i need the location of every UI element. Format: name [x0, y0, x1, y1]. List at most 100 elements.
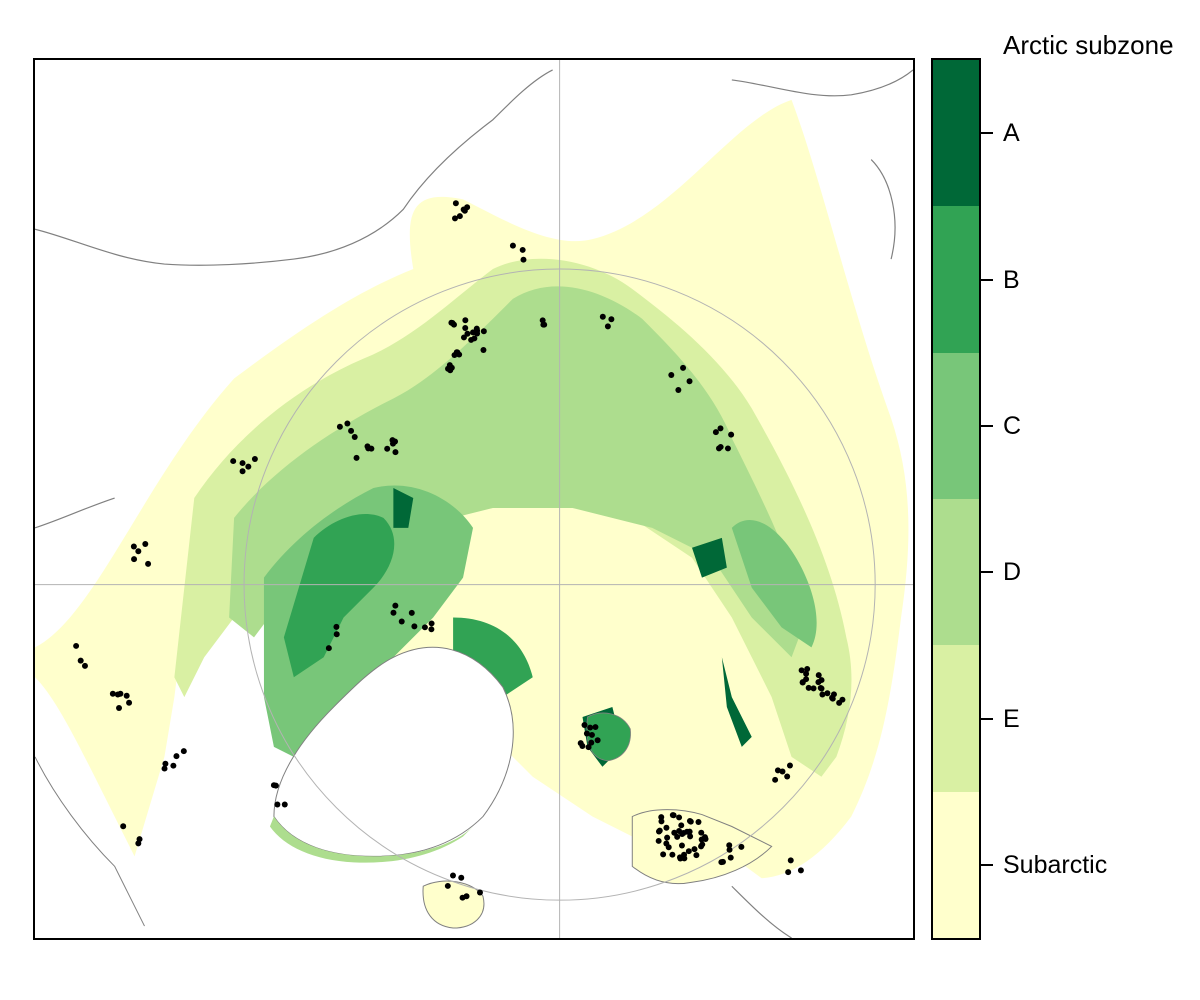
sample-point — [353, 454, 360, 461]
sample-point — [456, 213, 463, 220]
sample-point — [464, 204, 471, 211]
sample-point — [680, 364, 687, 371]
sample-points — [73, 200, 846, 901]
sample-point — [368, 445, 375, 452]
legend-swatch-a — [933, 60, 979, 208]
sample-point — [684, 828, 691, 835]
sample-point — [677, 855, 684, 862]
greenland-coast — [269, 816, 474, 863]
subzone-c-east — [731, 520, 817, 648]
sample-point — [73, 642, 80, 649]
legend-label-a: A — [1003, 119, 1020, 148]
sample-point — [687, 833, 694, 840]
sample-point — [520, 256, 527, 263]
continent-left — [35, 756, 145, 927]
sample-point — [333, 623, 340, 630]
sample-point — [676, 814, 683, 821]
subzone-d — [229, 286, 807, 658]
sample-point — [392, 449, 399, 456]
sample-point — [587, 724, 594, 731]
sample-point — [173, 753, 180, 760]
sample-point — [830, 691, 837, 698]
sample-point — [797, 867, 804, 874]
sample-point — [836, 699, 843, 706]
sample-point — [462, 324, 469, 331]
sample-point — [583, 730, 590, 737]
sample-point — [805, 684, 812, 691]
sample-point — [655, 828, 662, 835]
sample-point — [655, 837, 662, 844]
sample-point — [120, 823, 127, 830]
sample-point — [663, 824, 670, 831]
legend-tick — [981, 132, 993, 135]
svalbard — [586, 712, 631, 762]
sample-point — [452, 215, 458, 222]
sample-point — [81, 662, 88, 669]
coastline-outer — [35, 69, 913, 938]
sample-point — [779, 768, 786, 775]
sample-point — [719, 858, 726, 865]
sample-point — [449, 320, 456, 326]
sample-point — [476, 889, 483, 896]
sample-point — [774, 767, 781, 774]
legend-tick — [981, 863, 993, 866]
legend-swatch-c — [933, 352, 979, 500]
sample-point — [398, 618, 405, 625]
subzone-b — [283, 514, 395, 678]
sample-point — [674, 833, 681, 840]
sample-point — [411, 623, 418, 630]
sample-point — [458, 874, 465, 881]
polar-map — [35, 60, 913, 938]
sample-point — [581, 721, 588, 728]
sample-point — [675, 387, 682, 393]
sample-point — [116, 705, 123, 712]
sample-point — [464, 330, 471, 337]
sample-point — [679, 830, 686, 837]
legend-label-e: E — [1003, 704, 1020, 733]
sample-point — [717, 425, 724, 432]
sample-point — [660, 851, 667, 858]
sample-point — [239, 468, 246, 475]
sample-point — [608, 316, 615, 323]
sample-point — [670, 812, 677, 819]
sample-point — [784, 773, 791, 780]
sample-point — [810, 685, 817, 692]
sample-point — [77, 657, 84, 664]
sample-point — [239, 460, 246, 467]
sample-point — [691, 846, 698, 853]
sample-point — [724, 445, 731, 452]
sample-point — [787, 857, 794, 864]
sample-point — [698, 843, 705, 850]
sample-point — [815, 672, 822, 679]
legend-label-d: D — [1003, 558, 1022, 587]
sample-point — [454, 349, 461, 356]
sample-point — [421, 624, 428, 631]
sample-point — [448, 364, 455, 371]
greenland-ice — [273, 646, 514, 857]
sample-point — [428, 620, 435, 627]
sample-point — [230, 458, 237, 465]
sample-point — [384, 445, 391, 452]
sample-point — [519, 246, 526, 253]
sample-point — [594, 737, 601, 744]
sample-point — [351, 433, 358, 440]
sample-point — [348, 427, 355, 434]
sample-point — [509, 242, 516, 249]
sample-point — [727, 854, 734, 861]
legend-color-bar — [931, 58, 981, 940]
sample-point — [687, 818, 694, 825]
sample-point — [468, 336, 475, 343]
sample-point — [444, 882, 451, 889]
sample-point — [333, 631, 340, 638]
legend-tick — [981, 278, 993, 281]
sample-point — [123, 692, 130, 699]
sample-point — [695, 819, 702, 826]
sample-point — [678, 842, 685, 849]
sample-point — [717, 443, 724, 450]
sample-point — [480, 328, 487, 335]
sample-point — [798, 667, 805, 674]
legend-tick — [981, 571, 993, 574]
legend-title: Arctic subzone — [1003, 30, 1174, 60]
sample-point — [819, 691, 826, 698]
sample-point — [815, 679, 822, 686]
